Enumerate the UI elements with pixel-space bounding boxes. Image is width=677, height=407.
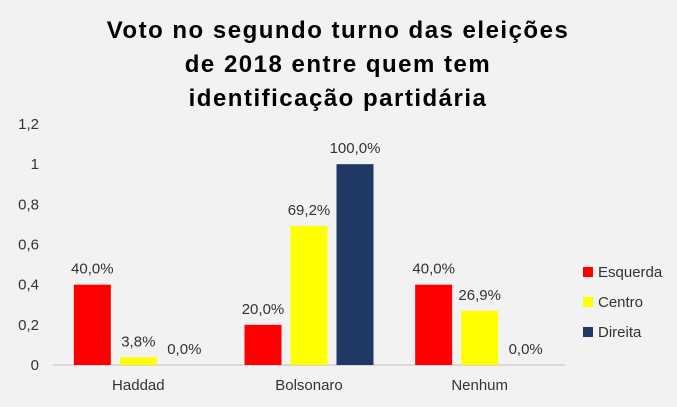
legend-swatch-direita (583, 327, 593, 337)
data-label: 26,9% (458, 287, 501, 304)
category-label: Bolsonaro (275, 377, 343, 394)
data-label: 3,8% (121, 333, 155, 350)
bar-esquerda-nenhum (415, 284, 453, 365)
y-tick-label: 0,6 (18, 237, 39, 254)
chart-title-line-3: identificação partidária (189, 85, 488, 112)
data-label: 100,0% (330, 140, 381, 157)
bar-centro-bolsonaro (290, 226, 328, 365)
bar-centro-haddad (119, 357, 157, 365)
legend-label-esquerda: Esquerda (598, 264, 663, 281)
category-label: Nenhum (451, 377, 508, 394)
legend: Esquerda Centro Direita (583, 264, 663, 341)
bars (73, 164, 499, 365)
y-tick-label: 0,8 (18, 196, 39, 213)
bar-esquerda-haddad (73, 284, 111, 365)
category-labels: Haddad Bolsonaro Nenhum (112, 377, 508, 394)
data-label: 40,0% (71, 261, 114, 278)
y-tick-label: 1 (31, 156, 39, 173)
bar-centro-nenhum (461, 310, 499, 365)
data-label: 0,0% (167, 341, 201, 358)
data-labels: 40,0%3,8% 0,0%20,0%69,2%100,0%40,0%26,9%0… (71, 140, 543, 358)
bar-esquerda-bolsonaro (244, 324, 282, 365)
legend-label-direita: Direita (598, 324, 642, 341)
y-tick-label: 0 (31, 357, 39, 374)
y-tick-label: 1,2 (18, 116, 39, 133)
bar-direita-bolsonaro (336, 164, 374, 365)
chart-title-line-1: Voto no segundo turno das eleições (107, 17, 570, 44)
category-label: Haddad (112, 377, 165, 394)
legend-swatch-esquerda (583, 267, 593, 277)
y-axis: 0 0,2 0,4 0,6 0,8 1 1,2 (18, 116, 39, 374)
data-label: 40,0% (412, 261, 455, 278)
chart-title-line-2: de 2018 entre quem tem (185, 51, 491, 78)
y-tick-label: 0,2 (18, 317, 39, 334)
legend-swatch-centro (583, 297, 593, 307)
chart-title: Voto no segundo turno das eleições de 20… (107, 17, 570, 112)
legend-label-centro: Centro (598, 294, 643, 311)
y-tick-label: 0,4 (18, 277, 39, 294)
data-label: 0,0% (509, 341, 543, 358)
data-label: 20,0% (242, 301, 285, 318)
data-label: 69,2% (288, 202, 331, 219)
